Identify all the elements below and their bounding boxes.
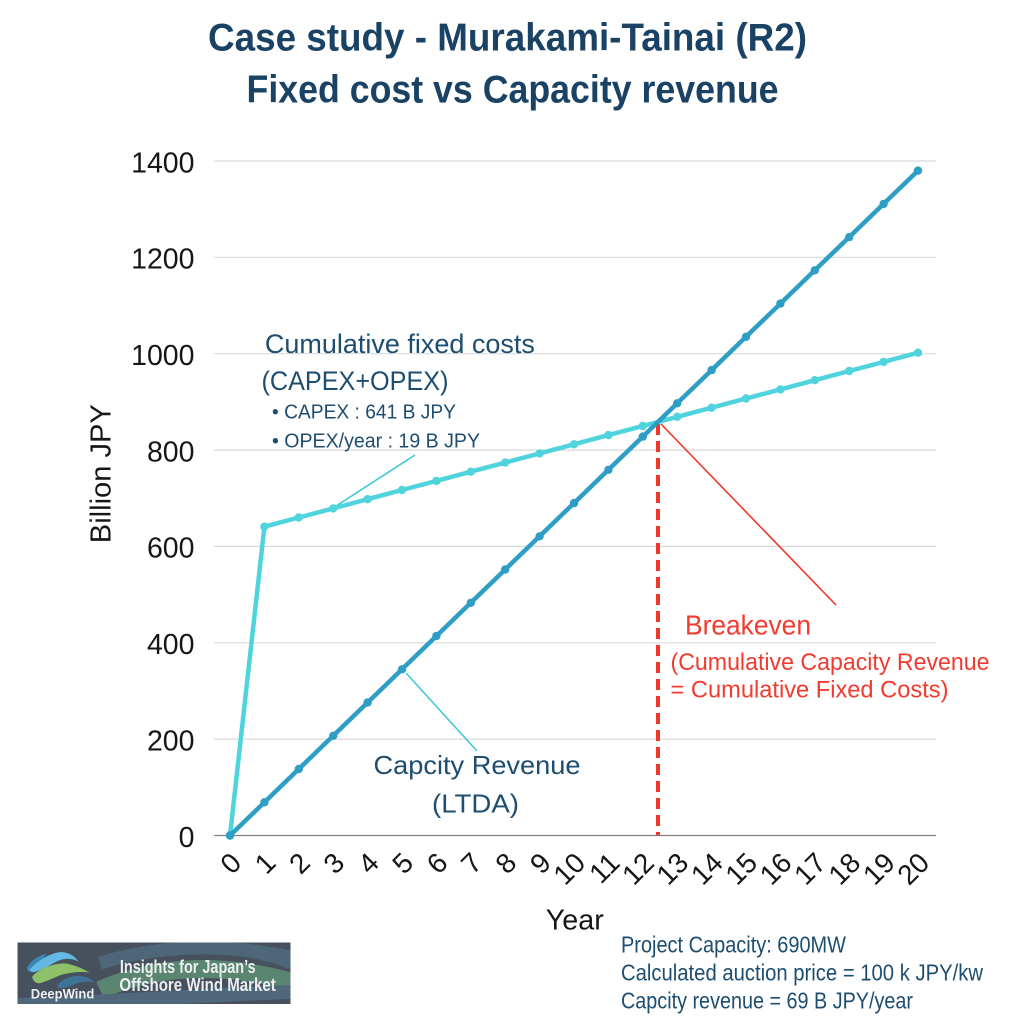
svg-text:Offshore Wind Market: Offshore Wind Market: [119, 975, 275, 995]
svg-text:800: 800: [147, 436, 195, 468]
svg-text:600: 600: [147, 533, 195, 565]
svg-text:(Cumulative Capacity Revenue: (Cumulative Capacity Revenue: [671, 649, 990, 676]
svg-text:(LTDA): (LTDA): [432, 789, 519, 819]
svg-text:• CAPEX : 641 B JPY: • CAPEX : 641 B JPY: [272, 402, 456, 424]
svg-text:0: 0: [179, 822, 195, 854]
svg-text:(CAPEX+OPEX): (CAPEX+OPEX): [262, 366, 449, 396]
svg-text:Insights for Japan’s: Insights for Japan’s: [120, 957, 256, 977]
svg-text:DeepWind: DeepWind: [31, 987, 95, 1002]
svg-text:Billion JPY: Billion JPY: [86, 404, 118, 543]
svg-text:Project Capacity: 690MW: Project Capacity: 690MW: [621, 932, 846, 958]
svg-text:1200: 1200: [131, 244, 194, 276]
svg-text:Cumulative fixed costs: Cumulative fixed costs: [265, 329, 535, 359]
svg-text:Case study - Murakami-Tainai (: Case study - Murakami-Tainai (R2): [208, 17, 807, 60]
svg-text:Breakeven: Breakeven: [685, 610, 811, 641]
svg-text:Fixed cost vs Capacity revenue: Fixed cost vs Capacity revenue: [247, 69, 779, 112]
svg-text:Calculated auction price = 100: Calculated auction price = 100 k JPY/kw: [621, 960, 983, 986]
svg-text:• OPEX/year : 19 B JPY: • OPEX/year : 19 B JPY: [272, 431, 480, 453]
svg-text:Capcity Revenue: Capcity Revenue: [374, 750, 581, 780]
svg-text:= Cumulative Fixed Costs): = Cumulative Fixed Costs): [671, 677, 949, 704]
svg-text:Capcity revenue = 69 B JPY/yea: Capcity revenue = 69 B JPY/year: [621, 988, 913, 1014]
svg-text:1000: 1000: [131, 340, 194, 372]
svg-text:200: 200: [147, 725, 195, 757]
svg-text:400: 400: [147, 629, 195, 661]
svg-text:Year: Year: [546, 905, 604, 937]
svg-text:1400: 1400: [131, 147, 194, 179]
